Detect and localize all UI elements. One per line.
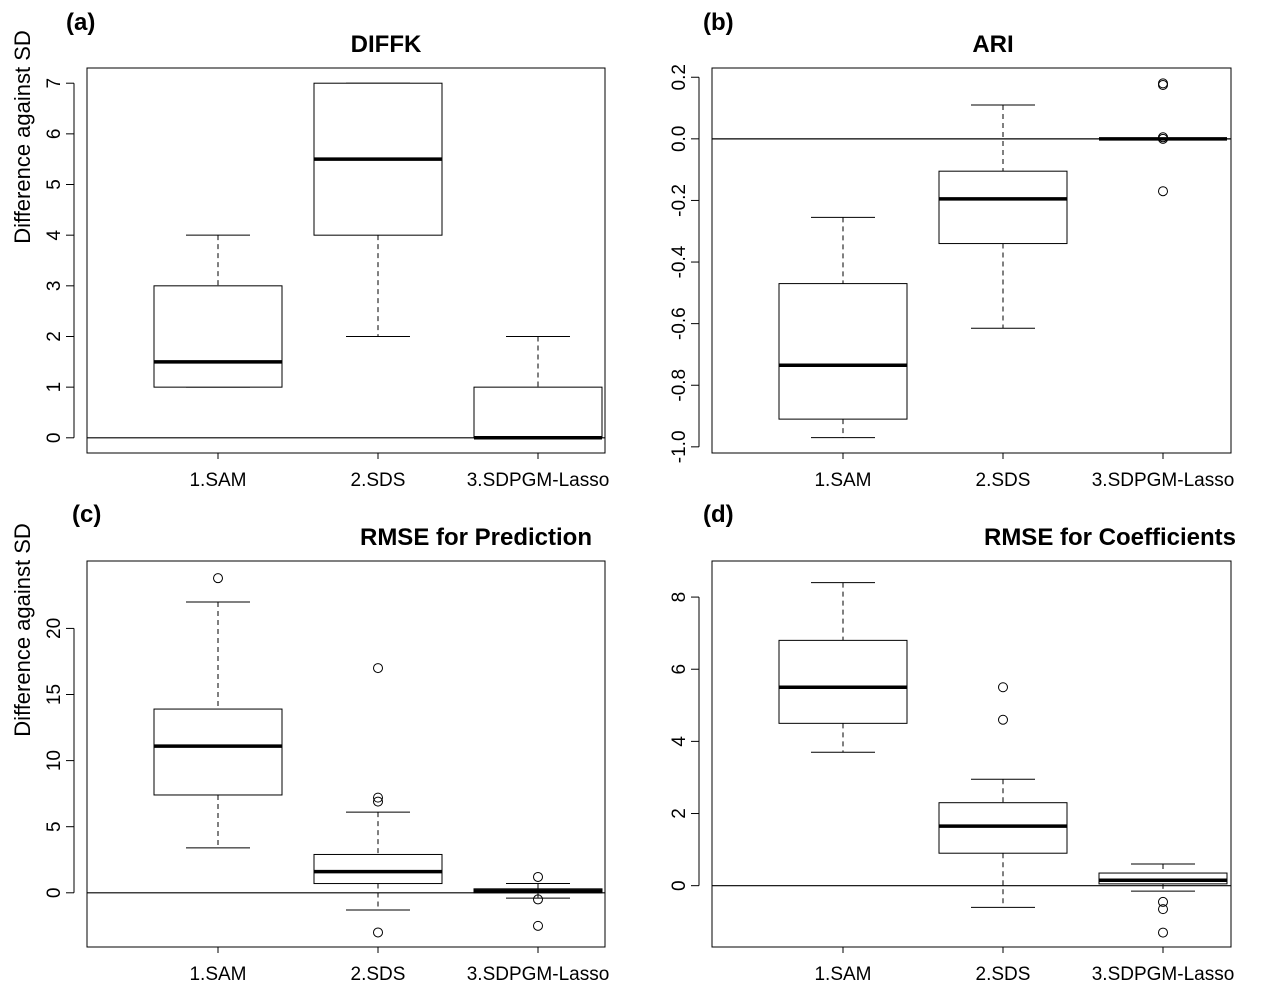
y-tick-label: -0.2 [669, 184, 690, 217]
y-tick-label: 2 [669, 808, 690, 819]
x-tick-label: 3.SDPGM-Lasso [1092, 470, 1235, 491]
outlier-point [1158, 79, 1168, 90]
y-tick-label: 8 [669, 592, 690, 603]
x-tick-label: 2.SDS [351, 964, 406, 985]
x-tick-label: 2.SDS [976, 470, 1031, 491]
chart-title-d: RMSE for Coefficients [984, 524, 1236, 551]
outlier-point [213, 573, 223, 584]
iqr-box [1098, 872, 1228, 885]
panel-letter-c: (c) [72, 501, 101, 528]
y-tick-label: -1.0 [669, 430, 690, 463]
outlier-point [373, 663, 383, 674]
y-tick-label: 4 [44, 229, 65, 240]
box-3 [1098, 863, 1228, 938]
iqr-box [938, 170, 1068, 245]
x-tick-label: 3.SDPGM-Lasso [1092, 964, 1235, 985]
outlier-point [533, 871, 543, 882]
box-1 [778, 582, 908, 753]
box-3 [473, 871, 603, 931]
box-3 [473, 335, 603, 440]
iqr-box [313, 853, 443, 885]
plot-area-a: 0 1 2 3 4 5 6 7 1.SAM 2.SDS 3.SDPGM-Lasso [44, 67, 610, 491]
y-tick-label: -0.8 [669, 369, 690, 402]
x-tick-label: 3.SDPGM-Lasso [467, 964, 610, 985]
box-1 [153, 234, 283, 388]
plot-frame [86, 560, 606, 948]
y-tick-label: 0 [44, 433, 65, 444]
panel-letter-a: (a) [66, 9, 95, 36]
panel-d: (d) RMSE for Coefficients 0 2 4 6 8 1.SAM 2.SD… [669, 501, 1236, 985]
outlier-point [533, 920, 543, 931]
outlier-point [998, 682, 1008, 693]
chart-title-b: ARI [972, 31, 1013, 58]
y-tick-label: 3 [44, 281, 65, 292]
y-tick-label: 1 [44, 382, 65, 393]
y-tick-label: 4 [669, 736, 690, 747]
box-3 [1098, 78, 1228, 197]
y-tick-label: 0 [44, 888, 65, 899]
y-tick-label: -0.6 [669, 307, 690, 340]
plot-area-c: 0 5 10 15 20 1.SAM 2.SDS 3.SDPGM-Lasso [44, 560, 610, 985]
y-tick-label: -0.4 [669, 245, 690, 278]
panel-b: (b) ARI -1.0 -0.8 -0.6 -0.4 -0.2 0.0 0.2 1.SAM 2… [669, 9, 1234, 491]
iqr-box [153, 708, 283, 796]
y-tick-label: 0 [669, 880, 690, 891]
y-tick-label: 20 [44, 618, 65, 639]
outlier-point [373, 792, 383, 803]
outlier-point [1158, 904, 1168, 915]
y-tick-label: 10 [44, 750, 65, 771]
x-tick-label: 2.SDS [351, 470, 406, 491]
y-tick-label: 6 [44, 129, 65, 140]
outlier-point [1158, 133, 1168, 144]
x-tick-label: 1.SAM [189, 964, 246, 985]
panel-letter-d: (d) [703, 501, 734, 528]
panel-a: (a) DIFFK Difference against SD 0 1 2 3 4 5 6 7… [10, 9, 609, 491]
outlier-point [1158, 927, 1168, 938]
box-1 [778, 216, 908, 439]
y-tick-label: 2 [44, 331, 65, 342]
plot-frame [711, 560, 1232, 948]
iqr-box [778, 283, 908, 420]
outlier-point [373, 796, 383, 807]
box-2 [938, 682, 1068, 908]
iqr-box [473, 386, 603, 439]
outlier-point [998, 714, 1008, 725]
outlier-point [1158, 896, 1168, 907]
panel-c: (c) RMSE for Prediction Difference again… [10, 501, 609, 985]
y-tick-label: 0.2 [669, 64, 690, 90]
y-tick-label: 0.0 [669, 126, 690, 152]
x-tick-label: 2.SDS [976, 964, 1031, 985]
iqr-box [153, 285, 283, 388]
outlier-point [533, 894, 543, 905]
box-2 [938, 104, 1068, 329]
plot-area-b: -1.0 -0.8 -0.6 -0.4 -0.2 0.0 0.2 1.SAM 2.SDS 3.SD… [669, 64, 1234, 491]
box-2 [313, 82, 443, 337]
box-1 [153, 573, 283, 849]
outlier-point [1158, 186, 1168, 197]
y-axis-label-c: Difference against SD [10, 523, 35, 737]
y-tick-label: 5 [44, 821, 65, 832]
panel-letter-b: (b) [703, 9, 734, 36]
iqr-box [778, 639, 908, 724]
chart-title-c: RMSE for Prediction [360, 524, 592, 551]
x-tick-label: 1.SAM [814, 470, 871, 491]
chart-title-a: DIFFK [351, 31, 422, 58]
x-tick-label: 1.SAM [189, 470, 246, 491]
y-tick-label: 15 [44, 684, 65, 705]
plot-frame [86, 67, 606, 454]
y-axis-label-a: Difference against SD [10, 30, 35, 244]
y-tick-label: 7 [44, 78, 65, 89]
plot-frame [711, 67, 1232, 454]
y-tick-label: 5 [44, 179, 65, 190]
x-tick-label: 1.SAM [814, 964, 871, 985]
outlier-point [373, 927, 383, 938]
iqr-box [938, 802, 1068, 854]
x-tick-label: 3.SDPGM-Lasso [467, 470, 610, 491]
plot-area-d: 0 2 4 6 8 1.SAM 2.SDS 3.SDPGM-Lasso [669, 560, 1235, 985]
y-tick-label: 6 [669, 664, 690, 675]
box-2 [313, 663, 443, 938]
